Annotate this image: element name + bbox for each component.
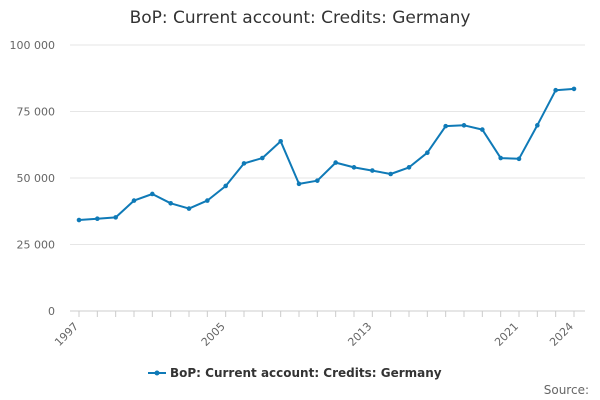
data-point[interactable] xyxy=(480,127,485,132)
data-point[interactable] xyxy=(315,178,320,183)
data-point[interactable] xyxy=(425,150,430,156)
series-group xyxy=(76,86,577,223)
data-point[interactable] xyxy=(150,191,155,197)
data-point[interactable] xyxy=(95,216,100,221)
y-tick-label: 50 000 xyxy=(17,172,56,185)
data-point[interactable] xyxy=(461,123,467,128)
x-tick-label: 2024 xyxy=(547,320,576,349)
x-tick-label: 2013 xyxy=(345,320,374,349)
data-point[interactable] xyxy=(333,160,338,165)
data-point[interactable] xyxy=(278,138,283,144)
data-point[interactable] xyxy=(260,155,265,161)
legend[interactable]: BoP: Current account: Credits: Germany xyxy=(148,366,442,380)
data-point[interactable] xyxy=(131,198,137,203)
x-tick-label: 2021 xyxy=(492,320,521,349)
series-line xyxy=(78,87,575,221)
data-point[interactable] xyxy=(498,155,503,161)
data-point[interactable] xyxy=(571,86,577,92)
chart-title: BoP: Current account: Credits: Germany xyxy=(130,8,471,28)
y-tick-label: 0 xyxy=(48,305,55,318)
data-point[interactable] xyxy=(168,200,173,206)
data-point[interactable] xyxy=(516,156,522,162)
data-point[interactable] xyxy=(113,215,118,220)
data-point[interactable] xyxy=(553,87,558,93)
data-point[interactable] xyxy=(296,181,302,187)
data-point[interactable] xyxy=(205,198,210,203)
y-tick-label: 25 000 xyxy=(17,239,56,252)
data-point[interactable] xyxy=(370,168,375,173)
legend-label: BoP: Current account: Credits: Germany xyxy=(170,366,442,380)
y-axis-ticks: 0 25 000 50 000 75 000 100 000 xyxy=(10,39,56,318)
data-point[interactable] xyxy=(443,123,448,129)
data-point[interactable] xyxy=(351,165,357,170)
data-point[interactable] xyxy=(223,183,228,189)
y-tick-label: 100 000 xyxy=(10,39,56,52)
x-tick-label: 2005 xyxy=(199,320,228,349)
data-point[interactable] xyxy=(241,161,247,166)
data-point[interactable] xyxy=(186,206,192,211)
x-axis: 1997 2005 2013 2021 2024 xyxy=(52,310,585,349)
data-point[interactable] xyxy=(406,165,412,170)
data-point[interactable] xyxy=(535,123,540,128)
data-point[interactable] xyxy=(388,171,393,177)
legend-marker-icon xyxy=(154,370,160,376)
x-tick-label: 1997 xyxy=(52,320,81,349)
data-point[interactable] xyxy=(76,217,82,223)
source-label: Source: xyxy=(544,383,589,397)
y-tick-label: 75 000 xyxy=(17,106,56,119)
grid-lines xyxy=(70,44,585,245)
